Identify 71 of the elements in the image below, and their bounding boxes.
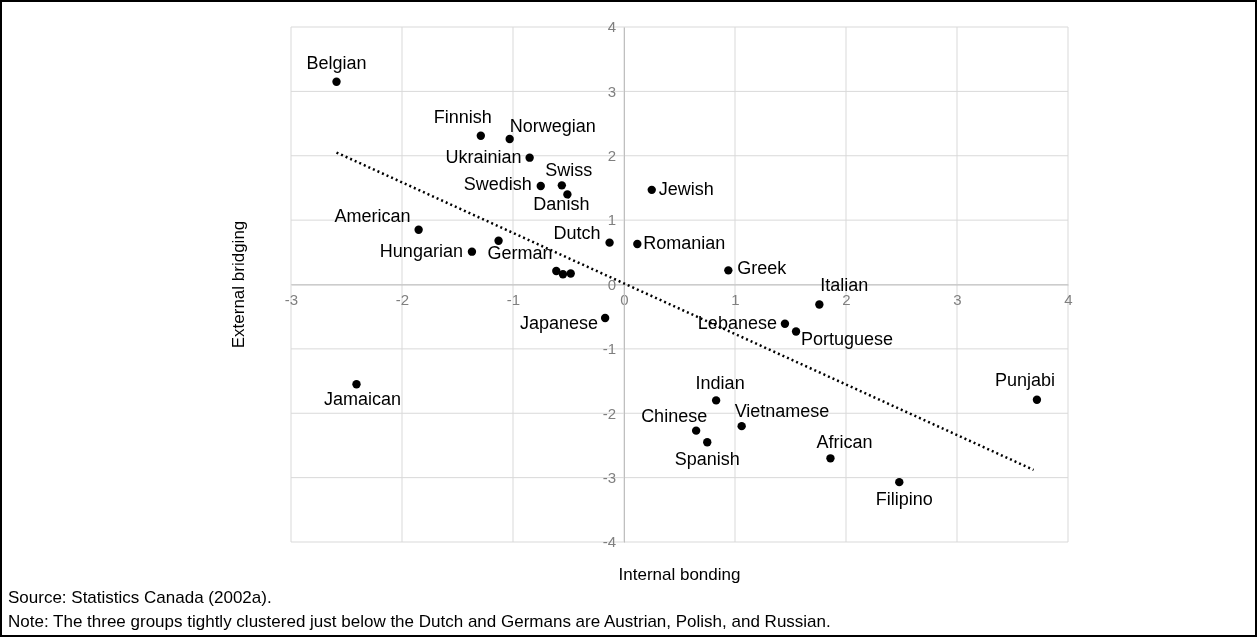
annotation: Indian [695,373,745,394]
annotation: Hungarian [379,240,463,261]
point [791,327,801,336]
annotation: Norwegian [509,116,596,137]
point [826,454,835,463]
annotation: Swedish [463,174,532,195]
x-tick-label: -2 [395,291,410,309]
text: Note: The three groups tightly clustered just below the Dutch and Germans are Austrian, Polish, and Russian. [8,612,831,631]
point [605,238,614,247]
point [352,380,361,389]
annotation: Swiss [545,160,593,181]
point [647,185,656,195]
point [557,181,567,190]
point [552,266,561,276]
source-note: Source: Statistics Canada (2002a). [8,588,272,607]
point [505,134,514,144]
annotation: Belgian [306,52,367,73]
y-tick-label: -4 [602,533,616,551]
point [703,438,712,447]
annotation: Jamaican [323,389,402,410]
point [815,300,824,309]
annotation: Vietnamese [734,401,830,422]
annotation: Jewish [658,178,714,199]
y-axis-title: External bridging [229,220,248,349]
annotation: Dutch [553,222,601,243]
annotation: German [487,242,553,263]
point [536,181,545,191]
y-tick-label: 0 [607,275,616,293]
point [566,269,575,278]
annotation: Punjabi [994,369,1055,390]
y-tick-label: 3 [607,82,616,100]
point [414,225,423,234]
y-tick-label: -3 [602,468,616,486]
point [780,319,790,328]
annotation: Greek [737,258,788,279]
annotation: Spanish [674,449,740,470]
point [737,421,746,431]
x-tick-label: 4 [1064,291,1073,309]
x-tick-label: 1 [731,291,740,309]
annotation: African [816,432,873,453]
point [895,477,904,487]
point [525,153,534,162]
point [724,266,733,275]
x-axis-title: Internal bonding [618,565,741,584]
point [494,236,503,245]
y-tick-label: 1 [607,211,616,229]
annotation: Romanian [643,232,726,253]
y-tick-label: -2 [602,404,616,422]
x-tick-label: -3 [284,291,299,309]
y-tick-label: 2 [607,147,616,165]
point [467,247,477,256]
annotation: Finnish [433,106,492,127]
y-tick-label: 4 [607,18,616,36]
annotation: Portuguese [801,329,894,350]
x-tick-label: 3 [953,291,962,309]
x-tick-label: -1 [506,291,521,309]
annotation: Danish [533,194,590,215]
point [332,77,341,86]
point [476,131,485,140]
annotation: Filipino [875,489,933,510]
annotation: Chinese [641,405,708,426]
point [1032,395,1042,404]
point [600,313,610,323]
annotation: American [334,205,411,226]
point [691,426,701,435]
annotation: Japanese [520,312,599,333]
y-tick-label: -1 [602,340,616,358]
point [633,239,642,249]
annotation: Ukrainian [445,146,522,167]
point [558,270,568,279]
point [711,396,721,405]
